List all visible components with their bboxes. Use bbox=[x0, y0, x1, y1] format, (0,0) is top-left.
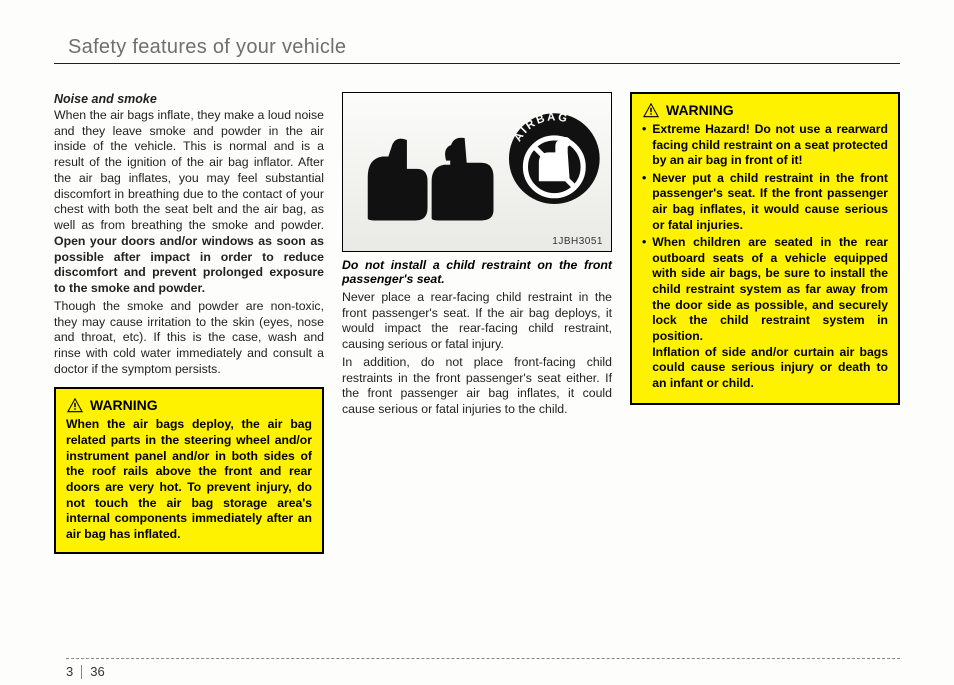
noise-smoke-paragraph-1: When the air bags inflate, they make a l… bbox=[54, 108, 324, 297]
column-2: AIRBAG 1JBH3051 Do not install a child r… bbox=[342, 92, 612, 554]
warning-box-hot-parts: WARNING When the air bags deploy, the ai… bbox=[54, 387, 324, 554]
warning-body-text: When the air bags deploy, the air bag re… bbox=[66, 417, 312, 542]
warning-body-list: •Extreme Hazard! Do not use a rearward f… bbox=[642, 122, 888, 391]
content-columns: Noise and smoke When the air bags inflat… bbox=[54, 92, 900, 554]
noise-smoke-paragraph-2: Though the smoke and powder are non-toxi… bbox=[54, 299, 324, 378]
page-footer bbox=[66, 658, 900, 659]
page-number-separator bbox=[81, 665, 82, 679]
figure-code: 1JBH3051 bbox=[552, 236, 603, 247]
noise-smoke-text-1b-bold: Open your doors and/or windows as soon a… bbox=[54, 234, 324, 295]
page-header-title: Safety features of your vehicle bbox=[54, 36, 900, 59]
bullet-icon: • bbox=[642, 122, 652, 169]
warning-title-text-2: WARNING bbox=[666, 102, 734, 118]
figure-caption: Do not install a child restraint on the … bbox=[342, 258, 612, 286]
noise-smoke-text-1a: When the air bags inflate, they make a l… bbox=[54, 108, 324, 232]
child-restraint-figure: AIRBAG 1JBH3051 bbox=[342, 92, 612, 252]
footer-dashed-rule bbox=[66, 658, 900, 659]
warn-bullet-1: Extreme Hazard! Do not use a rearward fa… bbox=[652, 122, 888, 169]
noise-smoke-heading: Noise and smoke bbox=[54, 92, 324, 106]
warning-heading-2: WARNING bbox=[642, 102, 888, 118]
col2-paragraph-2: In addition, do not place front-facing c… bbox=[342, 355, 612, 418]
header-rule bbox=[54, 63, 900, 64]
warn-bullet-3: When children are seated in the rear out… bbox=[652, 235, 888, 391]
warning-heading: WARNING bbox=[66, 397, 312, 413]
chapter-number: 3 bbox=[66, 664, 73, 679]
warning-title-text: WARNING bbox=[90, 397, 158, 413]
figure-svg: AIRBAG bbox=[343, 93, 611, 251]
bullet-icon: • bbox=[642, 235, 652, 391]
warning-triangle-icon bbox=[642, 102, 660, 118]
page-number: 3 36 bbox=[66, 664, 105, 679]
bullet-icon: • bbox=[642, 171, 652, 233]
warning-box-child-restraint: WARNING •Extreme Hazard! Do not use a re… bbox=[630, 92, 900, 405]
page-number-value: 36 bbox=[90, 664, 104, 679]
column-3: WARNING •Extreme Hazard! Do not use a re… bbox=[630, 92, 900, 554]
warn-bullet-2: Never put a child restraint in the front… bbox=[652, 171, 888, 233]
warning-triangle-icon bbox=[66, 397, 84, 413]
column-1: Noise and smoke When the air bags inflat… bbox=[54, 92, 324, 554]
col2-paragraph-1: Never place a rear-facing child restrain… bbox=[342, 290, 612, 353]
